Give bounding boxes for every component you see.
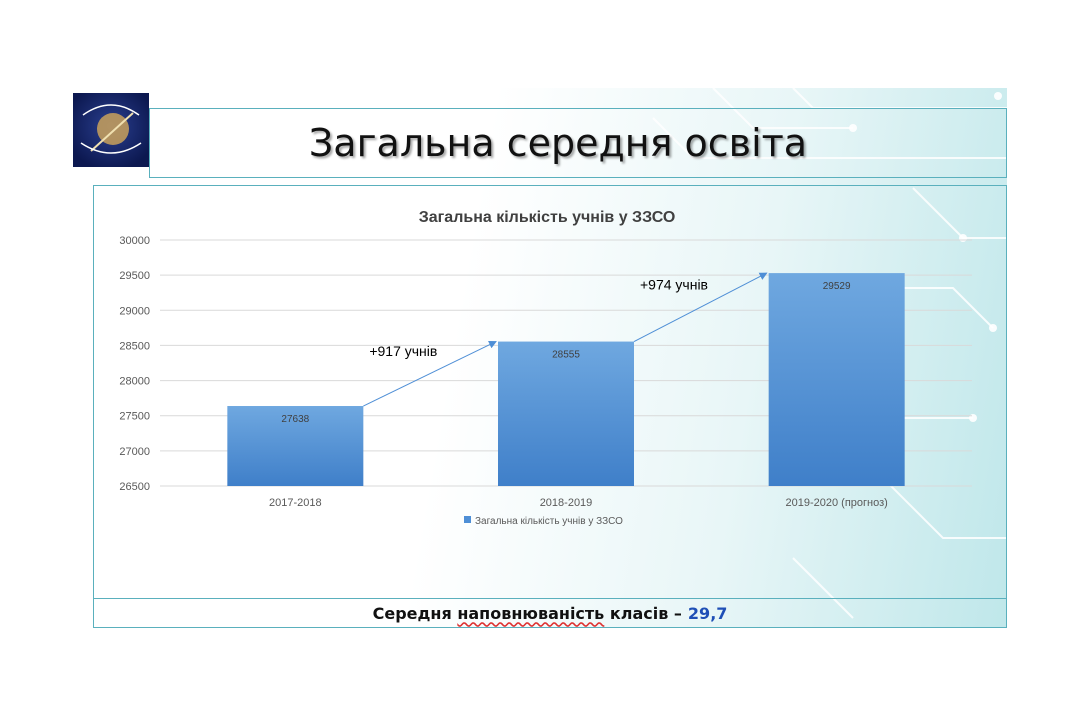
- y-tick-label: 29500: [119, 270, 150, 282]
- bar-value-label: 29529: [823, 281, 851, 292]
- x-tick-label: 2017-2018: [269, 497, 322, 509]
- footer-bar: Середня наповнюваність класів – 29,7: [93, 598, 1007, 628]
- title-box: Загальна середня освіта: [149, 108, 1007, 178]
- x-tick-label: 2019-2020 (прогноз): [786, 497, 888, 509]
- chart-title: Загальна кількість учнів у ЗЗСО: [419, 209, 676, 226]
- footer-suffix: класів –: [609, 603, 682, 623]
- y-tick-label: 30000: [119, 235, 150, 247]
- y-tick-label: 27000: [119, 446, 150, 458]
- slide-title: Загальна середня освіта: [308, 121, 808, 165]
- growth-annotation: +917 учнів: [369, 343, 437, 359]
- y-tick-label: 27500: [119, 411, 150, 423]
- bar: [227, 406, 364, 486]
- logo: [73, 93, 149, 167]
- x-tick-label: 2018-2019: [540, 497, 593, 509]
- y-tick-label: 28500: [119, 340, 150, 352]
- legend-label: Загальна кількість учнів у ЗЗСО: [475, 516, 623, 527]
- growth-arrow: [363, 341, 497, 407]
- bar-value-label: 27638: [281, 414, 309, 425]
- chart-box: Загальна кількість учнів у ЗЗСО 26500 270…: [93, 185, 1007, 599]
- y-tick-label: 28000: [119, 376, 150, 388]
- growth-annotation: +974 учнів: [640, 276, 708, 292]
- growth-arrow: [633, 272, 768, 343]
- bar: [498, 341, 634, 486]
- legend-swatch: [464, 516, 471, 523]
- y-tick-label: 29000: [119, 305, 150, 317]
- footer-value: 29,7: [687, 603, 728, 623]
- footer-underlined: наповнюваність: [457, 603, 605, 623]
- y-tick-label: 26500: [119, 481, 150, 493]
- bar: [768, 273, 905, 486]
- bar-chart: Загальна кількість учнів у ЗЗСО 26500 270…: [119, 209, 972, 527]
- bar-value-label: 28555: [552, 350, 580, 361]
- footer-prefix: Середня: [372, 603, 452, 623]
